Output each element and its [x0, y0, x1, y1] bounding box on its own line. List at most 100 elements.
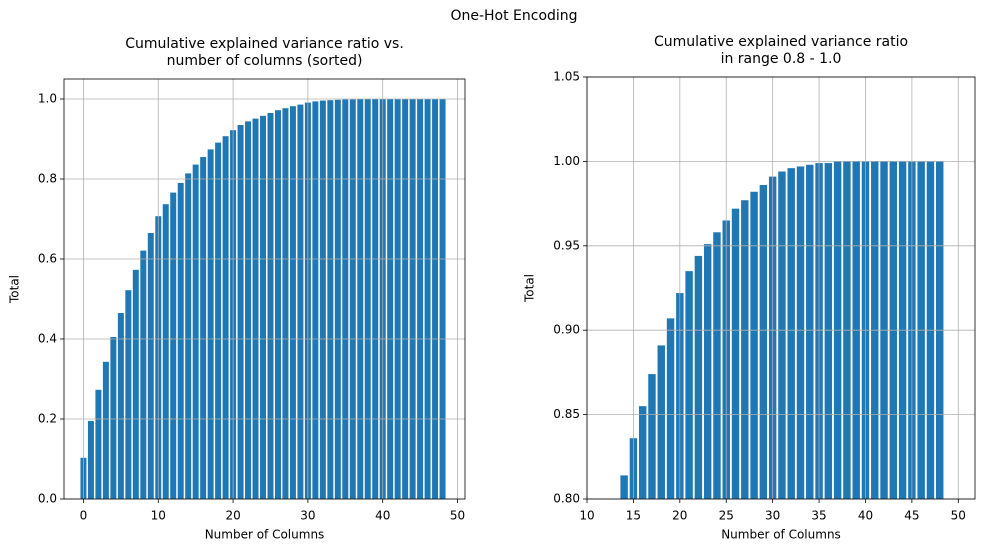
x-tick-label: 0 [80, 509, 88, 523]
x-tick-label: 50 [450, 509, 465, 523]
bar [312, 101, 319, 499]
axes-title: Cumulative explained variance ratio vs. n… [125, 36, 404, 69]
x-axis-label: Number of Columns [205, 528, 325, 542]
bar [796, 166, 805, 499]
bar [185, 173, 192, 499]
bar [731, 208, 740, 499]
bar [110, 337, 117, 499]
x-axis-label: Number of Columns [721, 528, 841, 542]
bar [95, 389, 102, 499]
title-line: number of columns (sorted) [167, 53, 363, 69]
bar [638, 406, 647, 499]
y-tick-label: 0.4 [38, 332, 57, 346]
x-tick-label: 30 [300, 509, 315, 523]
bar [657, 345, 665, 499]
bar [274, 110, 281, 499]
title-line: Cumulative explained variance ratio vs. [125, 36, 404, 52]
bar [409, 99, 416, 499]
y-tick-label: 0.80 [553, 492, 580, 506]
y-tick-label: 0.0 [38, 492, 57, 506]
x-tick-label: 10 [151, 509, 166, 523]
axes-title: Cumulative explained variance ratio in ra… [654, 34, 908, 67]
y-tick-label: 0.95 [553, 238, 580, 252]
y-tick-label: 1.00 [553, 154, 580, 168]
figure-title: One-Hot Encoding [450, 8, 577, 24]
y-tick-label: 0.8 [38, 172, 57, 186]
bar [439, 99, 446, 499]
axes-frame [586, 76, 976, 500]
bar [741, 200, 749, 499]
bar [140, 250, 147, 499]
bar [750, 191, 758, 499]
bar [620, 475, 628, 499]
y-axis-label: Total [523, 274, 537, 303]
bar [666, 318, 675, 499]
bar [222, 136, 229, 499]
x-tick-label: 25 [719, 509, 734, 523]
bar [349, 99, 356, 499]
x-tick-label: 45 [904, 509, 919, 523]
bar [282, 108, 289, 499]
bar [703, 244, 712, 499]
bar [778, 171, 786, 499]
bar [200, 157, 207, 499]
bar [215, 142, 222, 499]
bar [824, 163, 833, 499]
bar [177, 183, 184, 499]
bar [417, 99, 424, 499]
bar [297, 104, 304, 499]
axes-frame [63, 78, 466, 500]
bar [334, 99, 341, 499]
y-tick-label: 0.2 [38, 412, 57, 426]
x-tick-label: 40 [375, 509, 390, 523]
bar [402, 99, 409, 499]
bar [694, 255, 703, 499]
bar [357, 99, 364, 499]
bar [648, 374, 656, 499]
x-tick-label: 30 [765, 509, 780, 523]
y-tick-label: 0.6 [38, 252, 57, 266]
x-tick-label: 50 [951, 509, 966, 523]
bar [759, 185, 768, 499]
bar [102, 361, 109, 499]
bar [267, 113, 274, 499]
x-tick-label: 20 [672, 509, 687, 523]
bar [87, 421, 94, 499]
bar [787, 168, 795, 499]
title-line: Cumulative explained variance ratio [654, 34, 908, 50]
bar [289, 106, 296, 499]
bar [125, 290, 132, 499]
bar [342, 99, 349, 499]
bar [207, 149, 214, 499]
bar [806, 164, 814, 499]
x-tick-label: 10 [579, 509, 594, 523]
x-tick-label: 15 [626, 509, 641, 523]
x-tick-label: 20 [225, 509, 240, 523]
bar [260, 115, 266, 499]
bar [170, 192, 177, 499]
y-tick-label: 0.90 [553, 323, 580, 337]
x-tick-label: 40 [858, 509, 873, 523]
bar [117, 313, 124, 499]
y-axis-label: Total [8, 275, 22, 304]
bar [319, 100, 326, 499]
y-tick-label: 0.85 [553, 407, 580, 421]
bar [387, 99, 394, 499]
bar [147, 233, 154, 499]
bar [432, 99, 439, 499]
bar [372, 99, 379, 499]
bar [394, 99, 401, 499]
bar [424, 99, 431, 499]
bar [252, 118, 259, 499]
bar [327, 100, 334, 499]
bar [245, 121, 252, 499]
bar [132, 269, 139, 499]
bar [237, 125, 244, 499]
x-tick-label: 35 [811, 509, 826, 523]
y-tick-label: 1.05 [553, 70, 580, 84]
bar [685, 271, 693, 499]
title-line: in range 0.8 - 1.0 [721, 51, 842, 67]
bar [713, 232, 721, 499]
bar [162, 204, 169, 499]
